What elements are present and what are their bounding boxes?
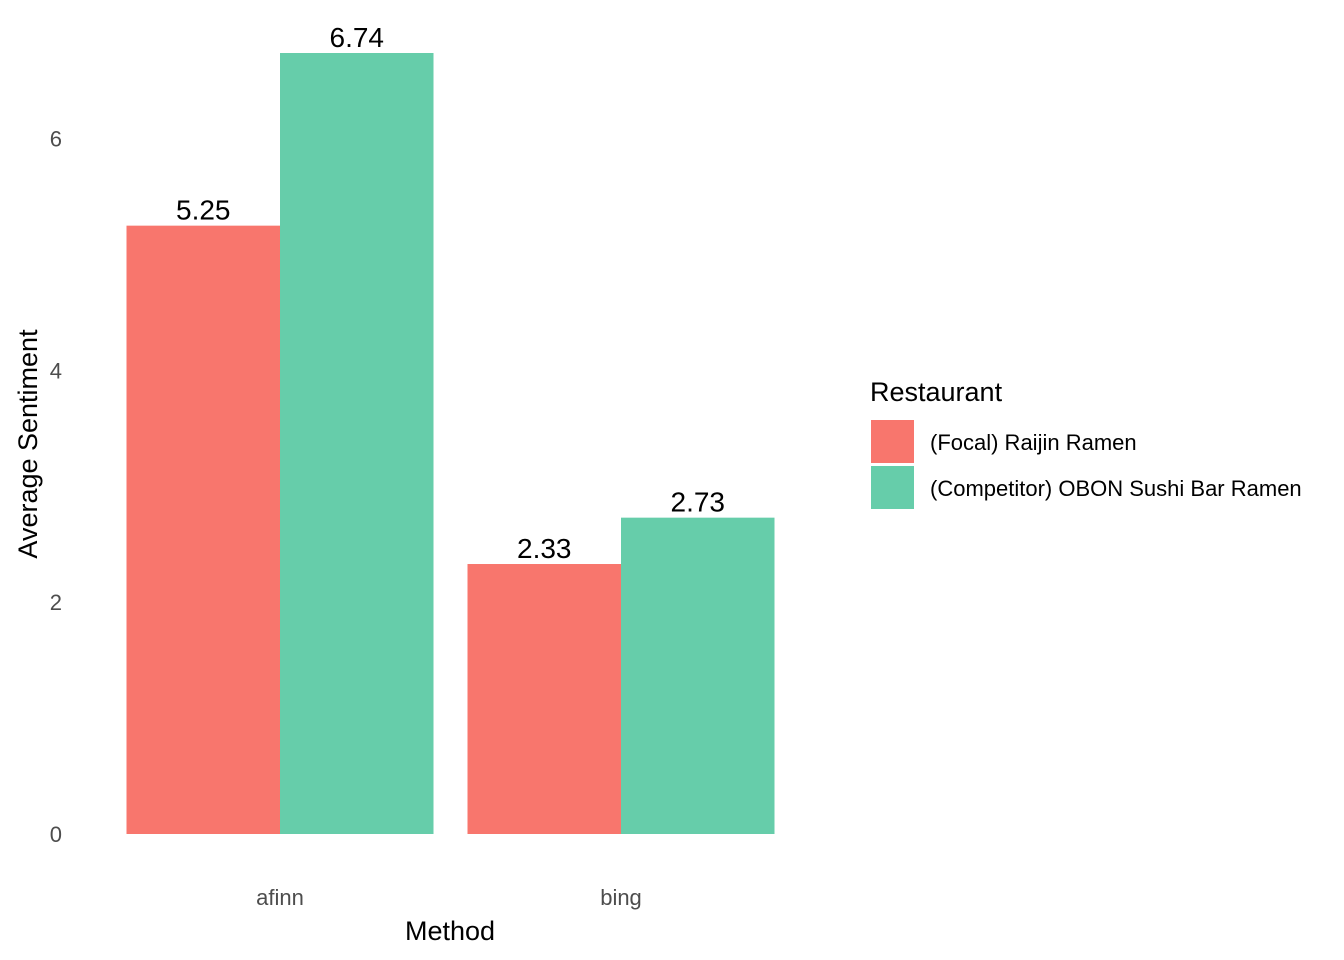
legend-title: Restaurant [870, 377, 1003, 407]
y-axis-title: Average Sentiment [13, 329, 43, 559]
legend: Restaurant (Focal) Raijin Ramen (Competit… [870, 377, 1302, 509]
data-label-bing-series-2: 2.73 [671, 487, 726, 518]
legend-swatch-1 [871, 420, 914, 463]
legend-label-1: (Focal) Raijin Ramen [930, 430, 1137, 455]
bar-afinn-series-2 [280, 53, 434, 834]
data-label-afinn-series-1: 5.25 [176, 195, 231, 226]
y-tick-label-2: 2 [50, 590, 62, 615]
legend-swatch-2 [871, 466, 914, 509]
data-labels-layer: 5.25 2.33 6.74 2.73 [176, 22, 725, 564]
x-tick-label-afinn: afinn [256, 885, 304, 910]
data-label-afinn-series-2: 6.74 [330, 22, 385, 53]
x-tick-label-bing: bing [600, 885, 642, 910]
bar-bing-series-1 [467, 564, 621, 834]
y-tick-label-6: 6 [50, 127, 62, 152]
bar-bing-series-2 [621, 517, 775, 834]
legend-items: (Focal) Raijin Ramen (Competitor) OBON Su… [871, 420, 1302, 509]
bars-layer [126, 53, 775, 834]
y-tick-label-4: 4 [50, 358, 62, 383]
y-axis-ticks: 0 2 4 6 [50, 127, 62, 847]
x-axis-ticks: afinn bing [256, 885, 642, 910]
legend-label-2: (Competitor) OBON Sushi Bar Ramen [930, 476, 1302, 501]
bar-afinn-series-1 [126, 225, 280, 834]
y-tick-label-0: 0 [50, 822, 62, 847]
data-label-bing-series-1: 2.33 [517, 533, 572, 564]
x-axis-title: Method [405, 916, 495, 946]
